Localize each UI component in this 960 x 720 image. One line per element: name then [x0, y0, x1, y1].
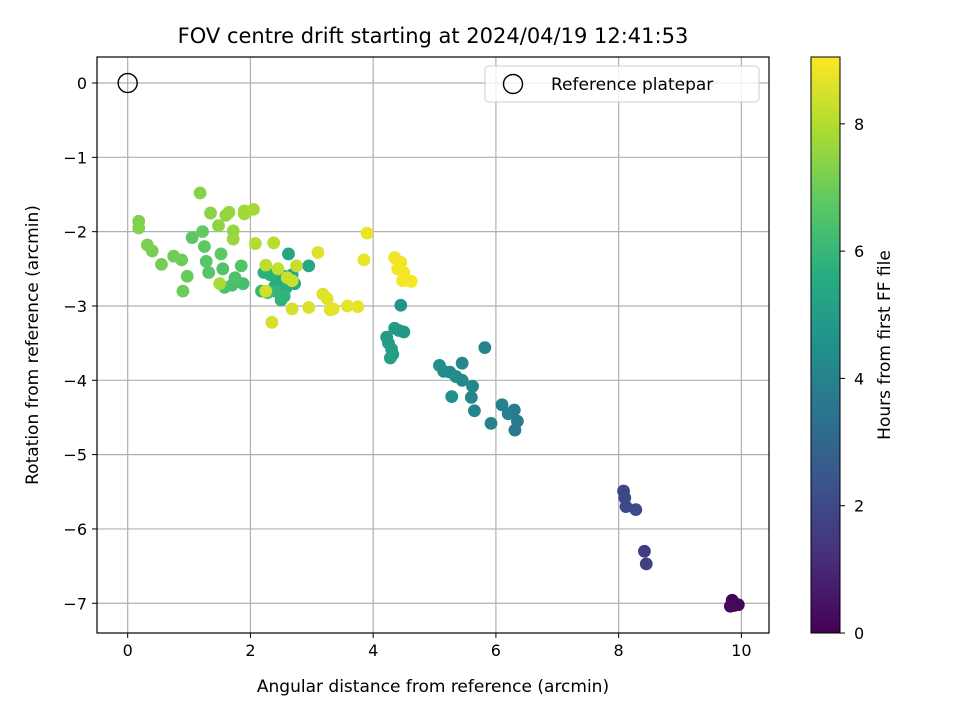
scatter-point — [388, 321, 402, 335]
scatter-point — [267, 236, 281, 250]
colorbar-tick-label: 6 — [854, 242, 864, 261]
scatter-point — [464, 390, 478, 404]
scatter-point — [638, 544, 651, 558]
scatter-point — [167, 249, 181, 263]
scatter-point — [383, 351, 397, 365]
scatter-point — [468, 404, 481, 418]
scatter-point — [357, 253, 371, 267]
scatter-point — [340, 299, 354, 313]
scatter-point — [285, 302, 299, 316]
y-tick-label: −5 — [63, 446, 87, 465]
grid — [97, 57, 769, 633]
x-tick-label: 10 — [731, 641, 751, 660]
colorbar-tick-label: 8 — [854, 115, 864, 134]
scatter-point — [282, 247, 295, 261]
colorbar-tick-label: 2 — [854, 497, 864, 516]
scatter-point — [228, 271, 242, 285]
y-tick-label: −2 — [63, 223, 87, 242]
legend: Reference platepar — [484, 65, 760, 103]
scatter-point — [510, 414, 524, 428]
scatter-point — [320, 292, 334, 305]
scatter-point — [629, 503, 643, 517]
x-tick-label: 0 — [123, 641, 133, 660]
scatter-point — [204, 206, 217, 220]
colorbar-ticks: 0 2 4 6 8 — [840, 115, 864, 643]
y-tick-label: −4 — [63, 371, 87, 390]
scatter-point — [445, 390, 459, 404]
scatter-point — [248, 237, 262, 250]
scatter-point — [226, 232, 240, 246]
scatter-point — [455, 356, 469, 370]
scatter-point — [271, 262, 285, 276]
scatter-point — [132, 221, 146, 235]
legend-box — [484, 65, 760, 103]
scatter-point — [199, 254, 213, 268]
scatter-points — [132, 186, 745, 613]
x-tick-label: 6 — [491, 641, 501, 660]
colorbar-tick-label: 4 — [854, 369, 864, 388]
scatter-point — [404, 275, 418, 288]
scatter-point — [484, 417, 498, 430]
scatter-point — [216, 262, 230, 276]
reference-platepar-marker — [117, 72, 138, 94]
scatter-point — [290, 259, 303, 273]
chart-title: FOV centre drift starting at 2024/04/19 … — [178, 24, 689, 48]
scatter-point — [176, 284, 190, 298]
y-tick-label: −7 — [63, 594, 87, 613]
scatter-point — [155, 257, 168, 271]
x-tick-label: 2 — [245, 641, 255, 660]
scatter-point — [723, 599, 737, 613]
scatter-point — [140, 238, 154, 252]
scatter-point — [285, 274, 299, 288]
x-axis-label: Angular distance from reference (arcmin) — [257, 677, 609, 697]
scatter-point — [311, 246, 325, 259]
y-tick-label: 0 — [77, 74, 87, 93]
scatter-point — [197, 240, 211, 253]
scatter-point — [326, 302, 340, 316]
scatter-point — [196, 225, 209, 239]
scatter-point — [478, 341, 492, 355]
scatter-point — [222, 205, 236, 219]
y-tick-label: −3 — [63, 297, 87, 316]
scatter-point — [495, 398, 509, 412]
scatter-point — [212, 219, 225, 233]
scatter-point — [351, 300, 365, 314]
colorbar-tick-label: 0 — [854, 624, 864, 643]
scatter-point — [214, 247, 228, 261]
colorbar-label: Hours from first FF file — [875, 250, 895, 440]
legend-label-reference-platepar: Reference platepar — [551, 75, 713, 95]
x-axis-ticks: 0 2 4 6 8 10 — [123, 633, 752, 660]
y-axis-ticks: 0 −1 −2 −3 −4 −5 −6 −7 — [63, 74, 97, 613]
reference-marker-group — [117, 72, 138, 94]
scatter-point — [202, 266, 216, 279]
x-tick-label: 4 — [368, 641, 378, 660]
plot-frame — [96, 56, 770, 634]
scatter-point — [619, 500, 633, 514]
scatter-point — [394, 298, 408, 312]
scatter-point — [302, 301, 316, 314]
scatter-point — [466, 379, 479, 393]
y-tick-label: −6 — [63, 520, 87, 539]
x-tick-label: 8 — [614, 641, 624, 660]
y-tick-label: −1 — [63, 148, 87, 167]
y-axis-label: Rotation from reference (arcmin) — [23, 205, 43, 485]
scatter-point — [433, 359, 446, 372]
scatter-point — [213, 277, 227, 291]
scatter-point — [501, 407, 515, 421]
scatter-point — [265, 315, 279, 329]
scatter-point — [234, 259, 248, 273]
scatter-point — [360, 226, 374, 240]
legend-open-circle-icon — [502, 73, 524, 95]
scatter-point — [193, 186, 207, 200]
scatter-point — [259, 258, 273, 272]
scatter-point — [302, 259, 316, 273]
scatter-point — [180, 269, 194, 283]
colorbar — [810, 56, 841, 634]
scatter-point — [259, 284, 273, 298]
scatter-point — [247, 202, 260, 216]
scatter-point — [185, 231, 199, 245]
scatter-point — [639, 557, 653, 571]
